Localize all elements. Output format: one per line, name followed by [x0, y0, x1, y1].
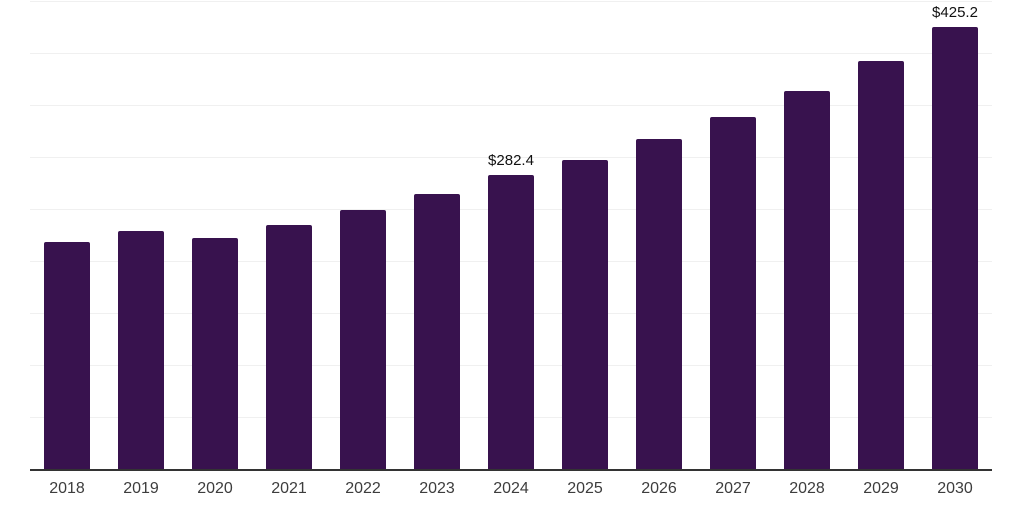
bar-column-2029: [844, 1, 918, 469]
bar-2026: [636, 139, 682, 469]
bar-column-2024: $282.4: [474, 1, 548, 469]
x-tick-2018: 2018: [49, 480, 85, 497]
bar-value-label-2030: $425.2: [932, 3, 978, 21]
x-tick-2027: 2027: [715, 480, 751, 497]
bar-2022: [340, 210, 386, 469]
gridline-300: [30, 157, 992, 158]
bar-column-2023: [400, 1, 474, 469]
x-tick-2023: 2023: [419, 480, 455, 497]
bar-2020: [192, 238, 238, 469]
bar-column-2021: [252, 1, 326, 469]
bar-2030: [932, 26, 978, 469]
bar-column-2022: [326, 1, 400, 469]
bar-2023: [414, 194, 460, 469]
x-axis-line: [30, 469, 992, 471]
bar-value-label-2024: $282.4: [488, 152, 534, 170]
bar-2029: [858, 61, 904, 469]
bar-column-2019: [104, 1, 178, 469]
bar-2018: [44, 241, 90, 469]
bar-column-2020: [178, 1, 252, 469]
x-tick-2025: 2025: [567, 480, 603, 497]
bar-2024: [488, 175, 534, 469]
bars: $282.4 $425.2: [30, 1, 992, 469]
x-tick-2028: 2028: [789, 480, 825, 497]
x-tick-2019: 2019: [123, 480, 159, 497]
bar-2027: [710, 116, 756, 469]
gridline-400: [30, 53, 992, 54]
bar-column-2028: [770, 1, 844, 469]
gridline-450: [30, 1, 992, 2]
bar-column-2025: [548, 1, 622, 469]
bar-2028: [784, 90, 830, 469]
x-tick-2029: 2029: [863, 480, 899, 497]
bar-2021: [266, 225, 312, 469]
x-tick-2024: 2024: [493, 480, 529, 497]
x-tick-2021: 2021: [271, 480, 307, 497]
x-tick-2026: 2026: [641, 480, 677, 497]
plot-area: $282.4 $425.2: [30, 1, 992, 471]
bar-2019: [118, 231, 164, 469]
x-tick-2020: 2020: [197, 480, 233, 497]
bar-column-2018: [30, 1, 104, 469]
bar-column-2027: [696, 1, 770, 469]
bar-column-2026: [622, 1, 696, 469]
bar-2025: [562, 160, 608, 469]
x-tick-2030: 2030: [937, 480, 973, 497]
gridline-350: [30, 105, 992, 106]
x-tick-2022: 2022: [345, 480, 381, 497]
x-axis-labels: 2018 2019 2020 2021 2022 2023 2024 2025 2026 2027…: [30, 480, 992, 498]
bar-column-2030: $425.2: [918, 1, 992, 469]
